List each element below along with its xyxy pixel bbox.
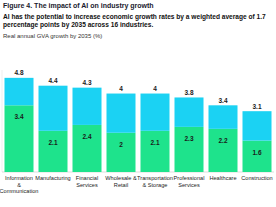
labels: 3.4 4.8 2.1 4.4 2.4 4.3 2 4 2.1 4 2.3 3.8 2.2 3.4 1.6 3… [14,69,261,155]
subtitle: AI has the potential to increase economi… [3,13,275,29]
x-tick-label: Manufacturing [35,175,70,181]
x-tick-label: Information&Communication [0,175,38,194]
bar-segment [5,78,34,105]
chart: 3.4 4.8 2.1 4.4 2.4 4.3 2 4 2.1 4 2.3 3.8 2.2 3.4 1.6 3… [0,0,276,207]
label-line: Manufacturing [35,175,70,181]
segment-label: 2.1 [150,139,159,146]
label-line: Communication [0,188,38,194]
segment-label: 2.1 [48,139,57,146]
label-line: Healthcare [209,175,236,181]
x-tick-label: FinancialServices [76,175,98,188]
bar-segment [73,125,102,172]
label-line: Financial [76,175,98,181]
label-line: Retail [114,182,128,188]
bar-segment [243,111,272,140]
label-line: Services [76,182,98,188]
bar-segment [107,133,136,172]
y-axis-line [2,70,3,172]
x-tick-label: ProfessionalServices [174,175,205,188]
label-line: Construction [241,175,272,181]
label-line: Services [178,182,200,188]
bar-segment [209,129,238,172]
segment-label: 2.3 [184,135,193,142]
label-line: Wholesale & [105,175,137,181]
total-label: 3.1 [252,103,261,110]
x-tick-label: Wholesale &Retail [105,175,137,188]
total-label: 4.3 [82,79,91,86]
bar-segment [73,88,102,125]
label-line: Transportation [137,175,173,181]
bar-segment [39,86,68,131]
x-tick-label: Transportation& Storage [137,175,173,188]
label-line: & Storage [143,182,168,188]
total-label: 3.8 [184,89,193,96]
total-label: 4.8 [14,69,23,76]
y-axis-label: Real annual GVA growth by 2035 (%) [3,33,273,39]
label-line: Professional [174,175,205,181]
bar-segment [141,94,170,131]
segment-label: 2 [119,141,123,148]
total-label: 4 [119,85,123,92]
x-tick-label: Healthcare [209,175,236,181]
bar-segment [175,127,204,172]
segment-label: 1.6 [252,149,261,156]
bar-segment [175,97,204,126]
segment-label: 2.4 [82,133,91,140]
bar-segment [5,105,34,172]
bar-segment [243,141,272,172]
total-label: 3.4 [218,97,227,104]
total-label: 4 [153,85,157,92]
total-label: 4.4 [48,77,57,84]
bar-segment [209,105,238,129]
bar-segment [39,131,68,172]
bar-segment [107,94,136,133]
label-line: Information [5,175,33,181]
x-tick-label: Construction [241,175,272,181]
bar-segment [141,131,170,172]
segment-label: 3.4 [14,113,23,120]
bars [5,78,272,172]
segment-label: 2.2 [218,137,227,144]
label-line: & [17,182,21,188]
title: Figure 4. The impact of AI on industry g… [3,2,273,9]
